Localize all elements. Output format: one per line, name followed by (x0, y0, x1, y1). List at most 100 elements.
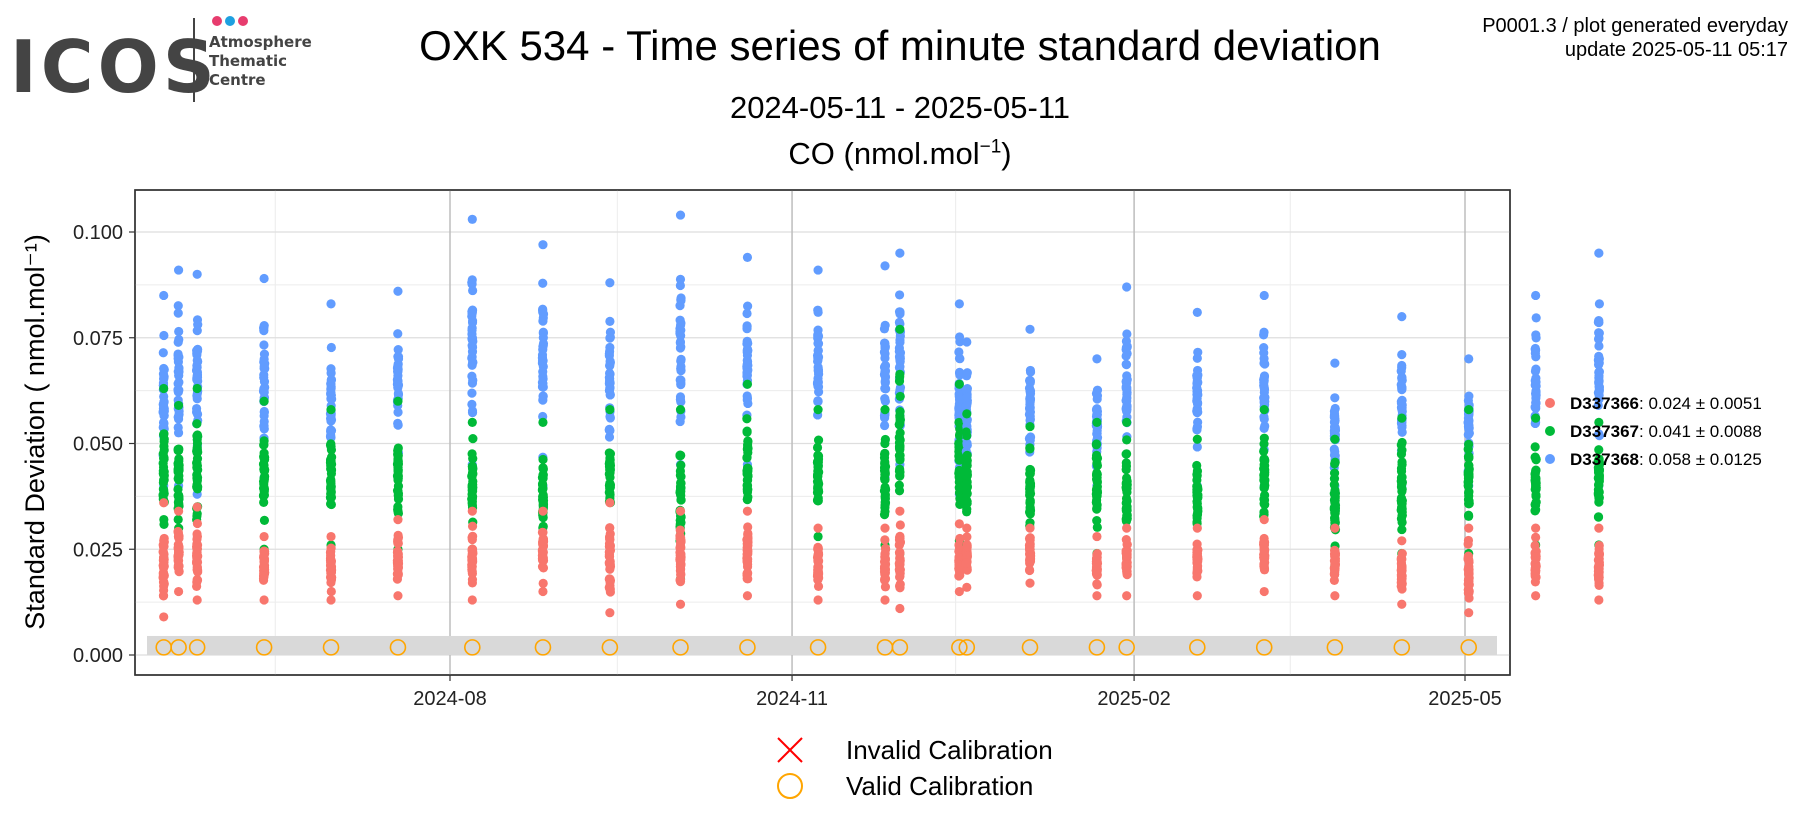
data-point (1260, 480, 1270, 491)
data-point (467, 552, 477, 562)
data-point (605, 405, 615, 415)
data-point (326, 574, 337, 584)
data-point (742, 414, 752, 424)
data-point (326, 478, 336, 488)
data-point (813, 378, 823, 389)
data-point (604, 425, 614, 435)
x-tick-label: 2025-02 (1097, 688, 1170, 710)
data-point (1259, 498, 1269, 509)
data-point (1259, 330, 1269, 340)
data-point (742, 322, 752, 332)
data-point (538, 309, 549, 319)
data-point (1092, 469, 1102, 479)
data-point (158, 348, 168, 358)
data-point (158, 561, 168, 571)
invalid-calibration-cross-icon (777, 737, 803, 763)
data-point (1121, 336, 1132, 346)
data-point (192, 458, 202, 468)
data-point (1092, 458, 1102, 468)
data-point (605, 585, 615, 595)
data-point (813, 562, 823, 573)
data-point (159, 429, 169, 439)
data-point (259, 361, 269, 371)
gas-label-close: ) (1001, 136, 1012, 171)
data-point (259, 479, 269, 489)
data-point (1259, 515, 1269, 525)
data-point (1259, 342, 1269, 353)
data-point (880, 384, 891, 394)
data-point (879, 324, 890, 334)
data-point (605, 413, 615, 423)
data-point (1594, 549, 1604, 559)
data-point (159, 290, 169, 301)
data-point (954, 519, 964, 529)
data-point (1092, 500, 1102, 510)
data-point (880, 544, 891, 555)
invalid-calibration-label: Invalid Calibration (846, 735, 1053, 765)
calibration-marker (1460, 639, 1478, 656)
data-point (1397, 584, 1407, 594)
data-point (467, 378, 478, 388)
calibration-marker (601, 639, 619, 656)
data-point (467, 534, 477, 545)
update-timestamp: update 2025-05-11 05:17 (1564, 39, 1788, 61)
data-point (1024, 565, 1035, 575)
data-point (1531, 490, 1541, 500)
data-point (468, 483, 478, 493)
data-point (538, 278, 548, 288)
data-point (1121, 360, 1132, 370)
data-point (538, 463, 548, 473)
data-point (604, 547, 614, 557)
data-point (1122, 329, 1132, 339)
data-point (813, 307, 823, 317)
data-point (538, 454, 548, 465)
data-point (174, 566, 184, 576)
data-point (1092, 515, 1102, 526)
legend-series-stats: : 0.058 ± 0.0125 (1639, 450, 1762, 469)
logo-dot-red (238, 16, 248, 26)
data-point (1122, 383, 1132, 393)
x-axis-ticks: 2024-08 2024-11 2025-02 2025-05 (413, 675, 1502, 710)
data-point (1092, 417, 1102, 427)
data-point (1397, 457, 1407, 467)
data-point (1192, 396, 1202, 406)
calibration-marker (464, 639, 481, 656)
legend-swatch-d337368 (1545, 454, 1555, 464)
data-point (1092, 554, 1102, 564)
data-point (538, 553, 548, 564)
calibration-legend: Invalid Calibration Valid Calibration (777, 735, 1053, 801)
data-point (1397, 548, 1407, 559)
data-point (537, 562, 548, 572)
data-point (326, 468, 337, 479)
data-point (605, 316, 615, 326)
data-point (813, 470, 823, 480)
data-point (742, 359, 752, 369)
data-point (173, 506, 184, 516)
data-point (1531, 532, 1541, 542)
legend-series-stats: : 0.024 ± 0.0051 (1639, 394, 1762, 413)
plot-id-text: P0001.3 / plot generated everyday (1482, 15, 1788, 37)
data-point (676, 495, 686, 505)
data-point (192, 482, 202, 492)
data-point (1260, 393, 1270, 403)
data-point (1463, 551, 1473, 561)
data-point (1531, 591, 1541, 601)
data-point (173, 586, 184, 597)
data-point (895, 603, 905, 614)
data-point (1122, 417, 1132, 427)
data-point (1025, 476, 1035, 487)
data-point (173, 428, 184, 438)
gas-label-sup: −1 (979, 136, 1002, 158)
data-point (326, 531, 336, 542)
data-point (192, 372, 203, 382)
data-point (605, 498, 615, 508)
icos-logo-graphic: ICOS Atmosphere Thematic Centre (10, 16, 312, 109)
data-point (742, 549, 752, 560)
data-point (1531, 290, 1541, 301)
data-point (1193, 506, 1203, 516)
data-point (467, 471, 477, 481)
data-point (326, 405, 336, 415)
data-point (1193, 347, 1203, 357)
data-point (326, 486, 336, 496)
data-point (955, 476, 965, 487)
